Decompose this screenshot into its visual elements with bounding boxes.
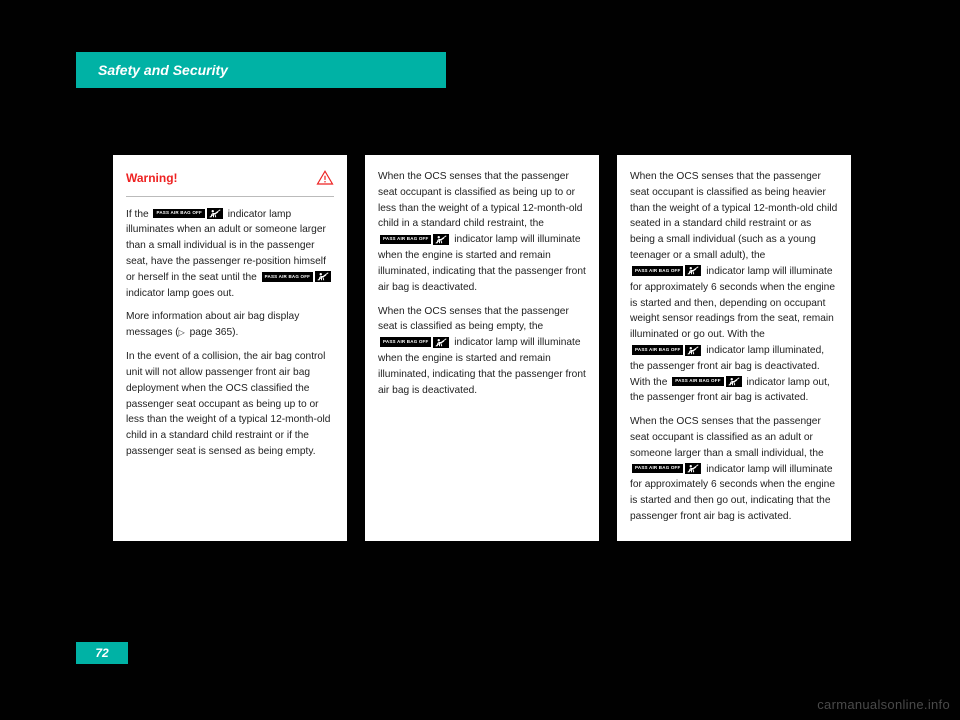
content-columns: Warning! If the PASS AIR BAG OFF indicat… [113, 155, 851, 541]
pass-airbag-off-indicator-icon: PASS AIR BAG OFF [153, 208, 222, 219]
page-number-tab: 72 [76, 642, 128, 664]
section-header: Safety and Security [76, 52, 446, 88]
col1-para1: If the PASS AIR BAG OFF indicator lamp i… [126, 207, 334, 302]
col3-para2: When the OCS senses that the passenger s… [630, 414, 838, 525]
warning-header: Warning! [126, 169, 334, 197]
page-ref-icon: ▷ [179, 327, 185, 339]
col2-para2: When the OCS senses that the passenger s… [378, 304, 586, 399]
warning-triangle-icon [316, 169, 334, 187]
col3-para1: When the OCS senses that the passenger s… [630, 169, 838, 406]
pass-airbag-off-indicator-icon: PASS AIR BAG OFF [262, 271, 331, 282]
column-3: When the OCS senses that the passenger s… [617, 155, 851, 541]
pass-airbag-off-indicator-icon: PASS AIR BAG OFF [672, 376, 741, 387]
watermark: carmanualsonline.info [817, 697, 950, 712]
pass-airbag-off-indicator-icon: PASS AIR BAG OFF [380, 337, 449, 348]
column-2: When the OCS senses that the passenger s… [365, 155, 599, 541]
column-1: Warning! If the PASS AIR BAG OFF indicat… [113, 155, 347, 541]
warning-title: Warning! [126, 169, 178, 188]
col2-para1: When the OCS senses that the passenger s… [378, 169, 586, 296]
pass-airbag-off-indicator-icon: PASS AIR BAG OFF [632, 265, 701, 276]
pass-airbag-off-indicator-icon: PASS AIR BAG OFF [632, 463, 701, 474]
col1-para2: More information about air bag display m… [126, 309, 334, 341]
section-title: Safety and Security [98, 62, 228, 78]
page-number: 72 [95, 646, 108, 660]
col1-para3: In the event of a collision, the air bag… [126, 349, 334, 460]
pass-airbag-off-indicator-icon: PASS AIR BAG OFF [380, 234, 449, 245]
pass-airbag-off-indicator-icon: PASS AIR BAG OFF [632, 345, 701, 356]
